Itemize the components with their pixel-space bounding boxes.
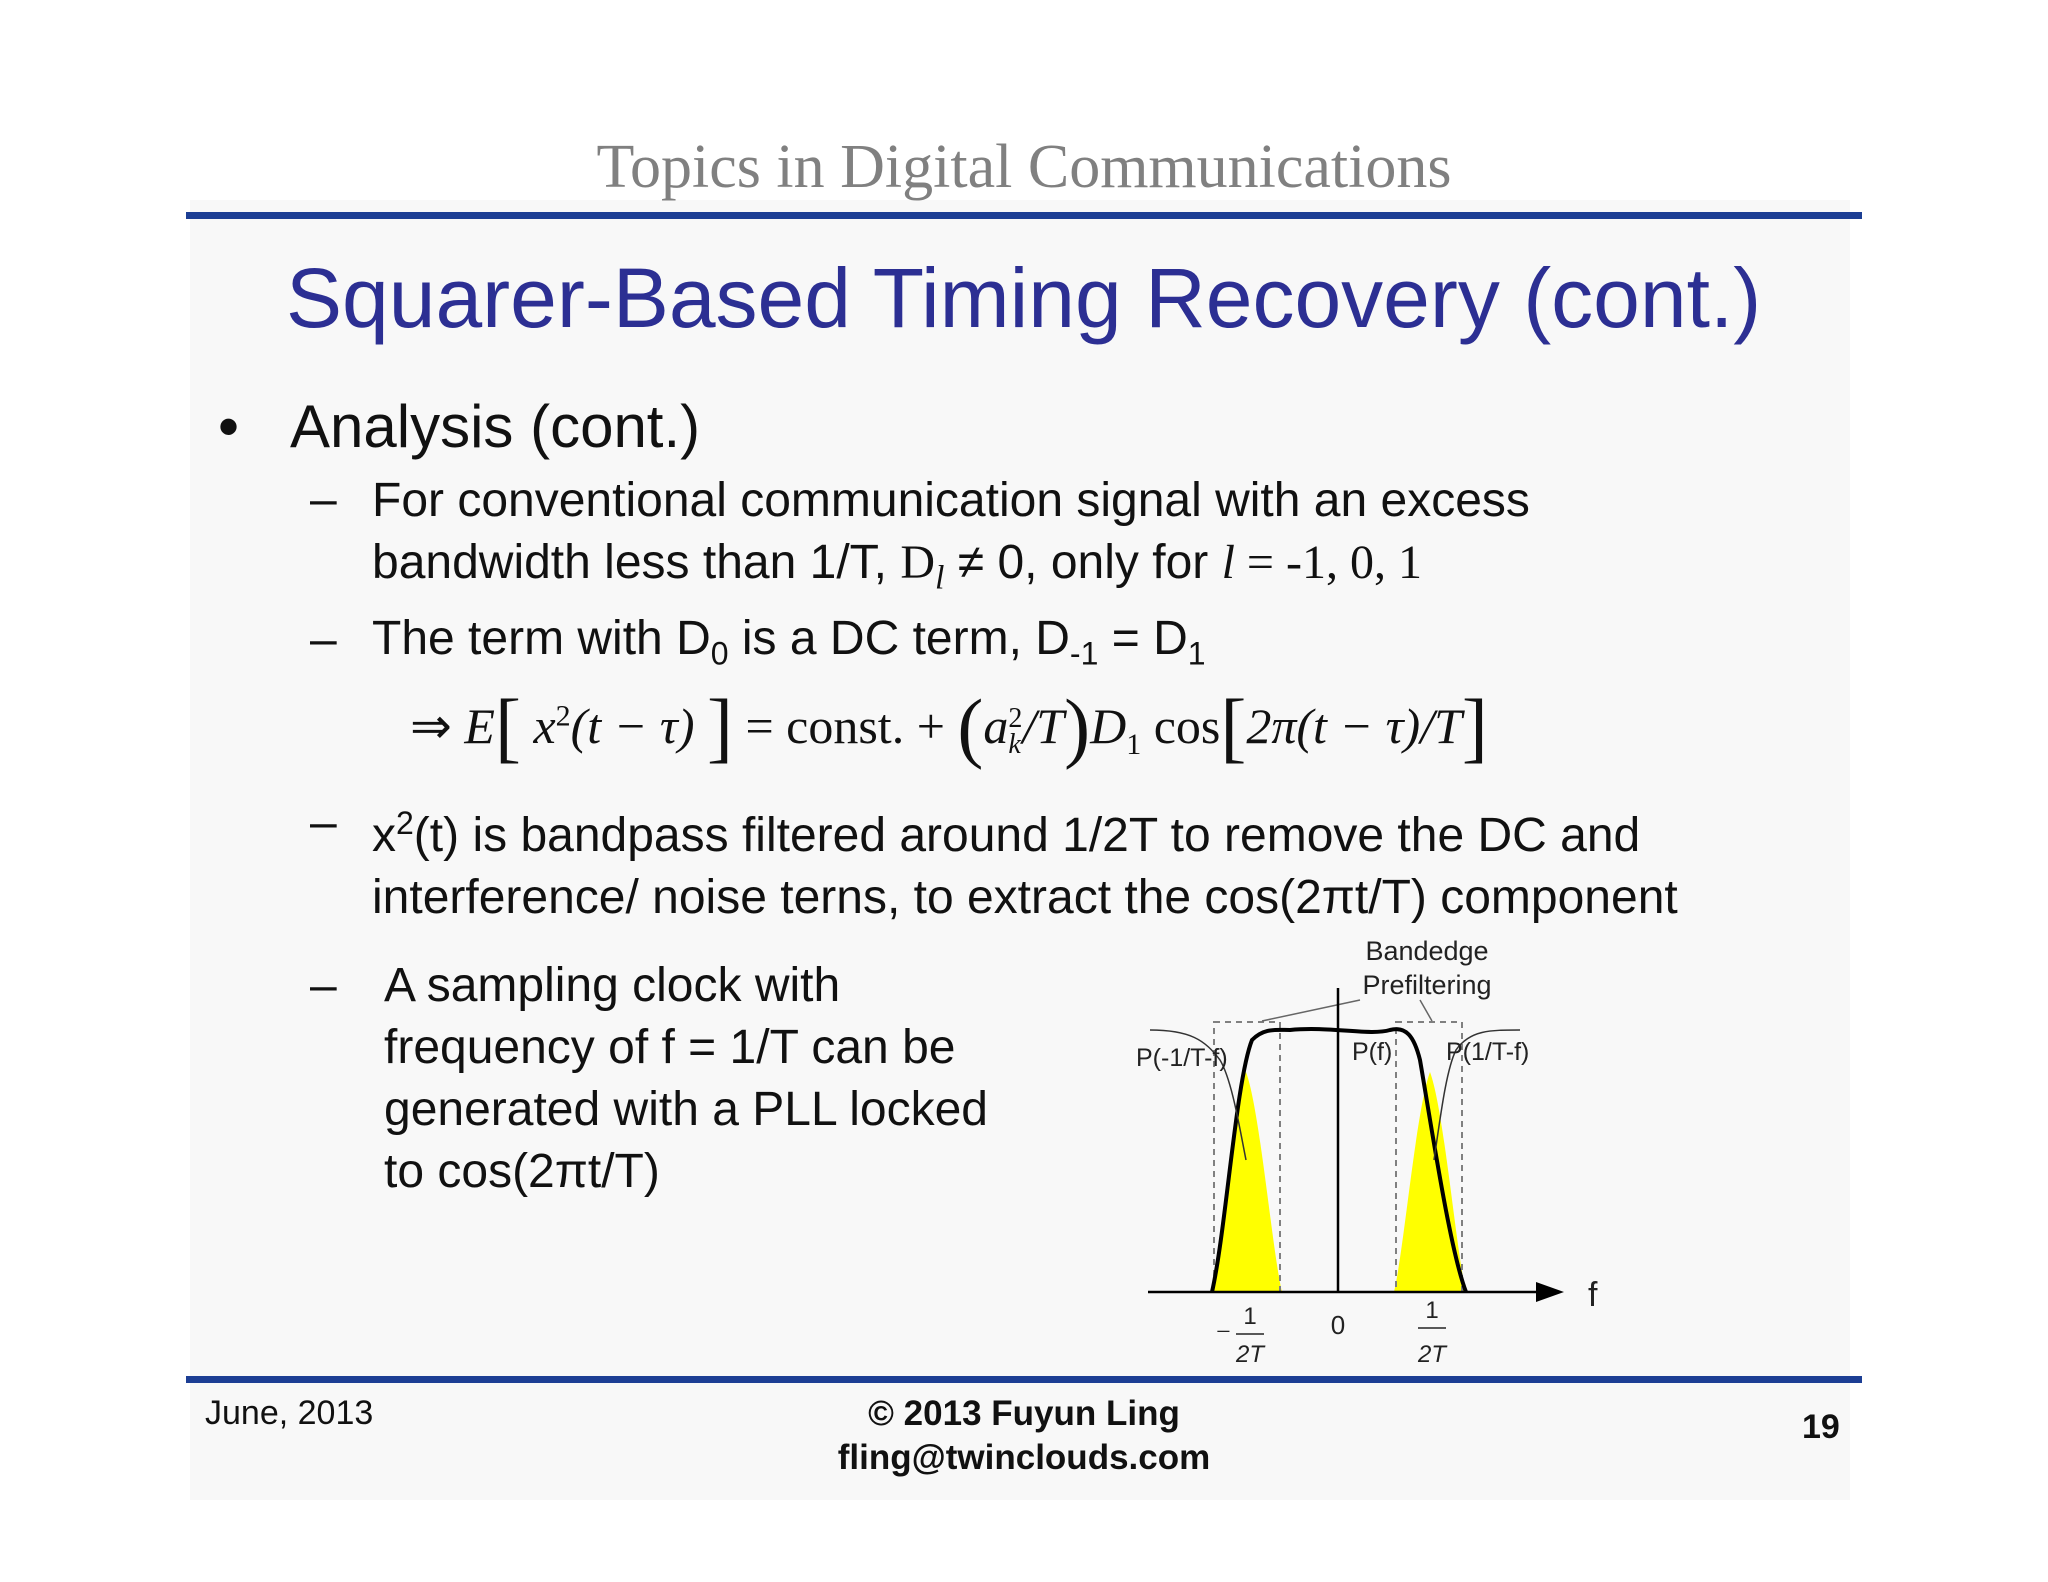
eq-paren: (: [957, 683, 984, 770]
leader-line-left: [1261, 999, 1361, 1022]
sub-bullet-line: interference/ noise terns, to extract th…: [372, 871, 1678, 924]
eq-symbol: /T: [1022, 698, 1065, 754]
eq-cos: cos: [1153, 698, 1221, 754]
eq-sup: 2: [555, 699, 571, 733]
slide-title: Squarer-Based Timing Recovery (cont.): [286, 251, 1762, 345]
sub-bullet-line: For conventional communication signal wi…: [372, 474, 1530, 527]
superscript: 2: [396, 805, 414, 841]
eq-bracket: ]: [706, 683, 733, 770]
leader-line-right: [1419, 999, 1433, 1022]
eq-bracket: [: [1220, 683, 1247, 770]
footer-rule: [186, 1376, 1862, 1383]
text-run: x: [372, 809, 396, 862]
page-number: 19: [1802, 1408, 1840, 1446]
text-run: is a DC term, D: [728, 612, 1070, 665]
footer-date: June, 2013: [205, 1394, 374, 1432]
tick-neg-denominator: 2T: [1235, 1341, 1266, 1368]
eq-bracket: ]: [1461, 683, 1488, 770]
symbol-l: l: [935, 559, 945, 597]
eq-sub: 1: [1126, 728, 1142, 761]
header-title: Topics in Digital Communications: [596, 133, 1452, 201]
sub-bullet-line: generated with a PLL locked: [384, 1083, 988, 1136]
subscript: 1: [1187, 635, 1206, 672]
symbol-D: D: [900, 536, 935, 589]
sub-bullet-pll: A sampling clock with frequency of f = 1…: [384, 955, 988, 1203]
eq-sub: k: [1008, 728, 1021, 760]
eq-symbol: a: [983, 698, 1009, 754]
sub-bullet-excess-bandwidth: For conventional communication signal wi…: [372, 470, 1530, 610]
sub-bullet-line: frequency of f = 1/T can be: [384, 1021, 956, 1074]
symbol-l: l: [1221, 536, 1235, 589]
bullet-dot: •: [218, 393, 240, 460]
eq-const: = const. +: [732, 698, 958, 754]
left-pulse-fill: [1212, 1072, 1282, 1292]
dash-marker: –: [310, 613, 337, 666]
eq-paren: ): [1064, 683, 1091, 770]
slide-background: [190, 200, 1850, 1500]
sub-bullet-line: x2(t) is bandpass filtered around 1/2T t…: [372, 792, 1678, 867]
footer-email: fling@twinclouds.com: [837, 1438, 1211, 1477]
f-axis-arrowhead: [1536, 1282, 1564, 1302]
pf-spectrum-curve: [1210, 1027, 1468, 1293]
dash-marker: –: [310, 959, 337, 1012]
dash-marker: –: [310, 796, 337, 849]
eq-arg: 2π(t − τ)/T: [1246, 698, 1462, 754]
eq-symbol: D: [1090, 698, 1127, 754]
eq-sup: 2: [1008, 702, 1023, 734]
p-pos-tail: [1433, 1029, 1521, 1161]
text-run: ≠ 0, only for: [944, 536, 1222, 589]
subscript: -1: [1069, 635, 1099, 672]
footer-copyright: © 2013 Fuyun Ling: [868, 1394, 1180, 1433]
p-pos-label: P(1/T-f): [1446, 1038, 1529, 1066]
prefiltering-label: Prefiltering: [1362, 970, 1491, 1000]
tick-neg-numerator: 1: [1243, 1303, 1256, 1330]
text-run: = D: [1098, 612, 1188, 665]
p-neg-label: P(-1/T-f): [1136, 1044, 1228, 1072]
eq-bracket: [: [494, 683, 521, 770]
eq-symbol: x: [533, 698, 556, 754]
dash-marker: –: [310, 473, 337, 526]
f-axis-label: f: [1588, 1276, 1598, 1314]
bullet-text: Analysis (cont.): [290, 393, 701, 460]
text-run: The term with D: [372, 612, 711, 665]
pf-label: P(f): [1352, 1038, 1392, 1066]
bullet-analysis: • Analysis (cont.): [218, 392, 700, 461]
header-rule: [186, 212, 1862, 219]
tick-minus: −: [1216, 1317, 1231, 1346]
tick-pos-numerator: 1: [1425, 1297, 1438, 1324]
eq-arg: (t − τ): [570, 698, 695, 754]
text-run: = -1, 0, 1: [1234, 536, 1422, 589]
sub-bullet-line: bandwidth less than 1/T, Dl ≠ 0, only fo…: [372, 532, 1530, 610]
sub-bullet-line: to cos(2πt/T): [384, 1145, 660, 1198]
bandedge-label: Bandedge: [1365, 936, 1488, 966]
sub-bullet-dc-term: The term with D0 is a DC term, D-1 = D1: [372, 608, 1206, 685]
right-pulse-fill: [1394, 1072, 1466, 1292]
sub-bullet-line: A sampling clock with: [384, 959, 841, 1012]
implies-arrow: ⇒: [410, 698, 452, 754]
text-run: (t) is bandpass filtered around 1/2T to …: [413, 809, 1641, 862]
tick-pos-denominator: 2T: [1417, 1341, 1448, 1368]
footer-credits: © 2013 Fuyun Ling fling@twinclouds.com: [0, 1392, 2048, 1480]
sub-bullet-bandpass: x2(t) is bandpass filtered around 1/2T t…: [372, 792, 1678, 929]
subscript: 0: [710, 635, 729, 672]
tick-zero: 0: [1331, 1310, 1345, 1340]
text-run: bandwidth less than 1/T,: [372, 536, 901, 589]
equation-expectation: ⇒ E[ x2(t − τ) ] = const. + (a 2 k/T)D1 co…: [410, 682, 1488, 772]
eq-symbol: E: [464, 698, 495, 754]
p-neg-tail: [1149, 1029, 1247, 1161]
